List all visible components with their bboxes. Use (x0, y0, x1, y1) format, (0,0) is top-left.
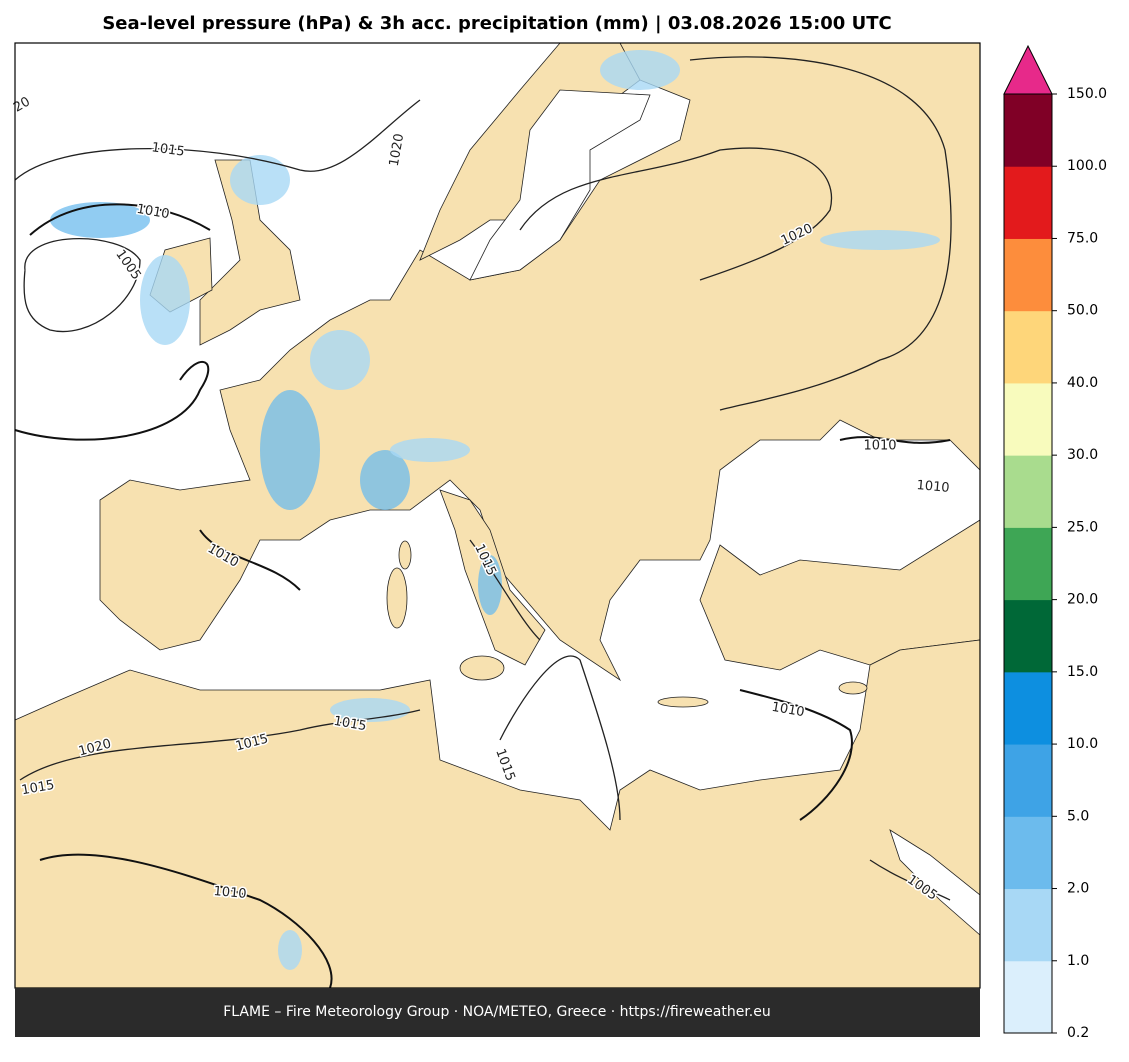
isobar (39, 853, 333, 989)
colorbar-tick-label: 40.0 (1067, 375, 1098, 391)
colorbar-tick-label: 30.0 (1067, 447, 1098, 463)
colorbar-segment (1004, 599, 1052, 673)
precipitation (50, 50, 940, 970)
colorbar-tick-label: 50.0 (1067, 303, 1098, 319)
isobar-label: 1010 (135, 202, 170, 223)
precip-area (360, 450, 410, 510)
colorbar-tick-label: 75.0 (1067, 230, 1098, 246)
precip-area (278, 930, 302, 970)
land-britain (199, 159, 301, 346)
cyprus (838, 681, 868, 695)
precip-area (390, 438, 470, 462)
colorbar-segment (1004, 671, 1052, 745)
isobar-label: 1010 (770, 700, 805, 721)
isobar-label: 1010 (863, 439, 896, 454)
isobar (23, 238, 141, 333)
colorbar-segment (1004, 744, 1052, 817)
precip-area (478, 555, 502, 615)
colorbar-segment (1004, 166, 1052, 239)
isobar (839, 436, 951, 444)
isobar (199, 529, 301, 591)
precip-area (820, 230, 940, 250)
isobar (14, 99, 421, 181)
precip-area (140, 255, 190, 345)
colorbar-segment (1004, 455, 1052, 528)
isobars (14, 56, 952, 989)
colorbar: 0.2 1.0 2.0 5.0 10.0 15.0 20.0 25.0 30.0 40.0 50.0… (1003, 44, 1107, 1041)
colorbar-frame (1003, 93, 1053, 1034)
isobar-label: 1010 (916, 478, 950, 496)
isobar-label: 1015 (151, 140, 186, 159)
footer-bar (15, 988, 980, 1037)
crete (657, 696, 709, 708)
corsica (398, 540, 412, 570)
colorbar-segment (1004, 238, 1052, 312)
colorbar-segment (1004, 816, 1052, 890)
precip-area (260, 390, 320, 510)
colorbar-segment (1004, 527, 1052, 601)
colorbar-segment (1004, 94, 1052, 167)
sicily (459, 655, 505, 681)
isobar-label: 1015 (332, 714, 367, 735)
colorbar-extend (1003, 44, 1053, 95)
land-africa (14, 639, 981, 989)
colorbar-segment (1004, 960, 1052, 1034)
isobar (519, 147, 833, 281)
colorbar-tick-label: 20.0 (1067, 592, 1098, 608)
isobar (689, 56, 952, 411)
isobar (469, 539, 541, 641)
isobar-label: 1010 (213, 884, 247, 902)
colorbar-tick-label: 25.0 (1067, 519, 1098, 535)
colorbar-tick-label: 150.0 (1067, 86, 1107, 102)
colorbar-tick-label: 10.0 (1067, 736, 1098, 752)
baltic-sea (469, 89, 651, 281)
isobar (29, 203, 211, 236)
precip-area (50, 202, 150, 238)
isobar (19, 709, 421, 781)
isobar (869, 859, 951, 901)
isobar-label: 1020 (387, 132, 408, 167)
colorbar-segment (1004, 310, 1052, 384)
title: Sea-level pressure (hPa) & 3h acc. preci… (102, 13, 891, 34)
sardinia (386, 567, 408, 629)
isobar-label: 1015 (20, 778, 55, 799)
colorbar-tick-label: 100.0 (1067, 158, 1107, 174)
footer-text: FLAME – Fire Meteorology Group · NOA/MET… (223, 1004, 771, 1020)
precip-area (230, 155, 290, 205)
isobar (499, 655, 621, 821)
colorbar-tick-label: 1.0 (1067, 953, 1089, 969)
colorbar-tick-label: 15.0 (1067, 664, 1098, 680)
isobar (14, 360, 210, 441)
colorbar-segment (1004, 382, 1052, 456)
precip-area (310, 330, 370, 390)
colorbar-tick-label: 5.0 (1067, 808, 1089, 824)
colorbar-tick-label: 0.2 (1067, 1025, 1089, 1041)
precip-area (600, 50, 680, 90)
isobar (739, 689, 853, 821)
colorbar-tick-label: 2.0 (1067, 881, 1089, 897)
colorbar-segment (1004, 888, 1052, 962)
